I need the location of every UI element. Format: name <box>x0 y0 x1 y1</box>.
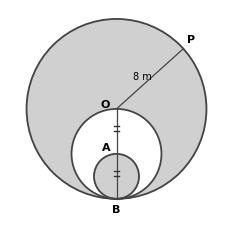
Circle shape <box>27 19 206 199</box>
Text: P: P <box>187 35 195 45</box>
Text: B: B <box>112 205 121 215</box>
Circle shape <box>72 109 161 199</box>
Text: O: O <box>101 100 110 110</box>
Text: A: A <box>102 144 110 153</box>
Text: 8 m: 8 m <box>133 72 152 82</box>
Circle shape <box>94 154 139 199</box>
